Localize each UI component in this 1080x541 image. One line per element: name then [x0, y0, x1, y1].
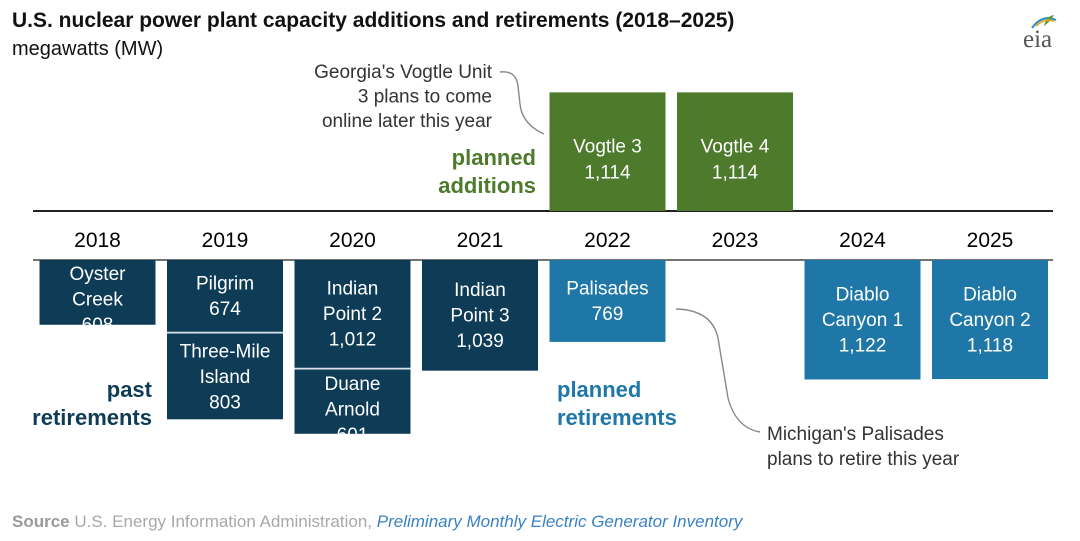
- retirement-bar: [422, 260, 538, 371]
- past-retirements-label: retirements: [32, 405, 152, 430]
- bar-name-label: Canyon 1: [822, 310, 903, 331]
- bar-name-label: Palisades: [566, 278, 648, 299]
- year-tick-label: 2021: [457, 229, 504, 252]
- bar-value-label: 803: [209, 392, 241, 413]
- bar-value-label: 601: [337, 425, 369, 446]
- palisades-annotation-text: Michigan's Palisades: [767, 424, 944, 445]
- retirement-bar: [932, 260, 1048, 380]
- addition-bar: [677, 92, 793, 211]
- bar-name-label: Vogtle 4: [701, 136, 770, 157]
- bar-name-label: Diablo: [836, 284, 890, 305]
- bar-value-label: 1,118: [967, 335, 1013, 356]
- year-tick-label: 2024: [839, 229, 886, 252]
- bar-name-label: Oyster: [70, 264, 127, 285]
- palisades-annotation-text: plans to retire this year: [767, 449, 960, 470]
- nuclear-capacity-chart: 2018 2019 2020 2021 2022 2023 2024 2025 Vogtle 3…: [32, 62, 1053, 470]
- source-note: Source U.S. Energy Information Administr…: [12, 512, 742, 532]
- bar-name-label: Duane: [325, 374, 381, 395]
- year-tick-label: 2019: [202, 229, 249, 252]
- bar-name-label: Point 2: [323, 304, 382, 325]
- bar-name-label: Pilgrim: [196, 273, 254, 294]
- retirement-bar: [549, 260, 666, 342]
- year-tick-label: 2020: [329, 229, 376, 252]
- bar-value-label: 608: [82, 315, 114, 336]
- bar-value-label: 1,114: [584, 162, 631, 183]
- past-retirements-label: past: [107, 377, 153, 402]
- planned-additions-label: planned: [452, 145, 536, 170]
- planned-additions-label: additions: [438, 173, 536, 198]
- bar-name-label: Creek: [72, 290, 123, 311]
- vogtle-annotation-text: 3 plans to come: [358, 87, 492, 108]
- bar-name-label: Indian: [454, 280, 506, 301]
- retirement-bar: [294, 369, 411, 434]
- source-text: U.S. Energy Information Administration,: [74, 512, 373, 531]
- addition-bar: [549, 92, 666, 211]
- bar-name-label: Diablo: [963, 284, 1017, 305]
- year-tick-label: 2025: [967, 229, 1014, 252]
- logo-text: eia: [1023, 26, 1053, 53]
- logo-arc-2: [1035, 19, 1055, 27]
- bar-value-label: 1,012: [329, 330, 377, 351]
- year-tick-label: 2018: [74, 229, 121, 252]
- vogtle-annotation-text: Georgia's Vogtle Unit: [314, 62, 493, 83]
- source-label: Source: [12, 512, 70, 531]
- eia-logo-icon: [1031, 15, 1057, 29]
- bar-name-label: Arnold: [325, 399, 380, 420]
- bar-name-label: Indian: [327, 279, 379, 300]
- bar-value-label: 1,039: [456, 331, 504, 352]
- planned-retirements-label: retirements: [557, 405, 677, 430]
- bar-value-label: 1,122: [839, 335, 887, 356]
- retirement-bar: [167, 260, 283, 332]
- bar-name-label: Three-Mile: [180, 341, 271, 362]
- bar-value-label: 674: [209, 299, 241, 320]
- chart-subtitle: megawatts (MW): [12, 38, 164, 60]
- bar-name-label: Vogtle 3: [573, 136, 642, 157]
- year-tick-label: 2023: [712, 229, 759, 252]
- vogtle-leader-line: [499, 71, 545, 135]
- bar-name-label: Point 3: [450, 306, 509, 327]
- vogtle-annotation-text: online later this year: [322, 111, 493, 132]
- retirement-bar: [167, 333, 283, 420]
- logo-arc: [1031, 17, 1057, 29]
- bar-name-label: Island: [200, 367, 251, 388]
- year-tick-label: 2022: [584, 229, 631, 252]
- retirement-bar: [39, 260, 156, 325]
- bar-value-label: 1,114: [712, 162, 759, 183]
- planned-retirements-label: planned: [557, 377, 641, 402]
- palisades-leader-line: [675, 308, 761, 433]
- source-link[interactable]: Preliminary Monthly Electric Generator I…: [376, 512, 743, 531]
- retirement-bar: [804, 260, 921, 380]
- chart-title: U.S. nuclear power plant capacity additi…: [12, 9, 735, 32]
- bar-name-label: Canyon 2: [949, 310, 1030, 331]
- bar-value-label: 769: [592, 304, 624, 325]
- retirement-bar: [294, 260, 411, 368]
